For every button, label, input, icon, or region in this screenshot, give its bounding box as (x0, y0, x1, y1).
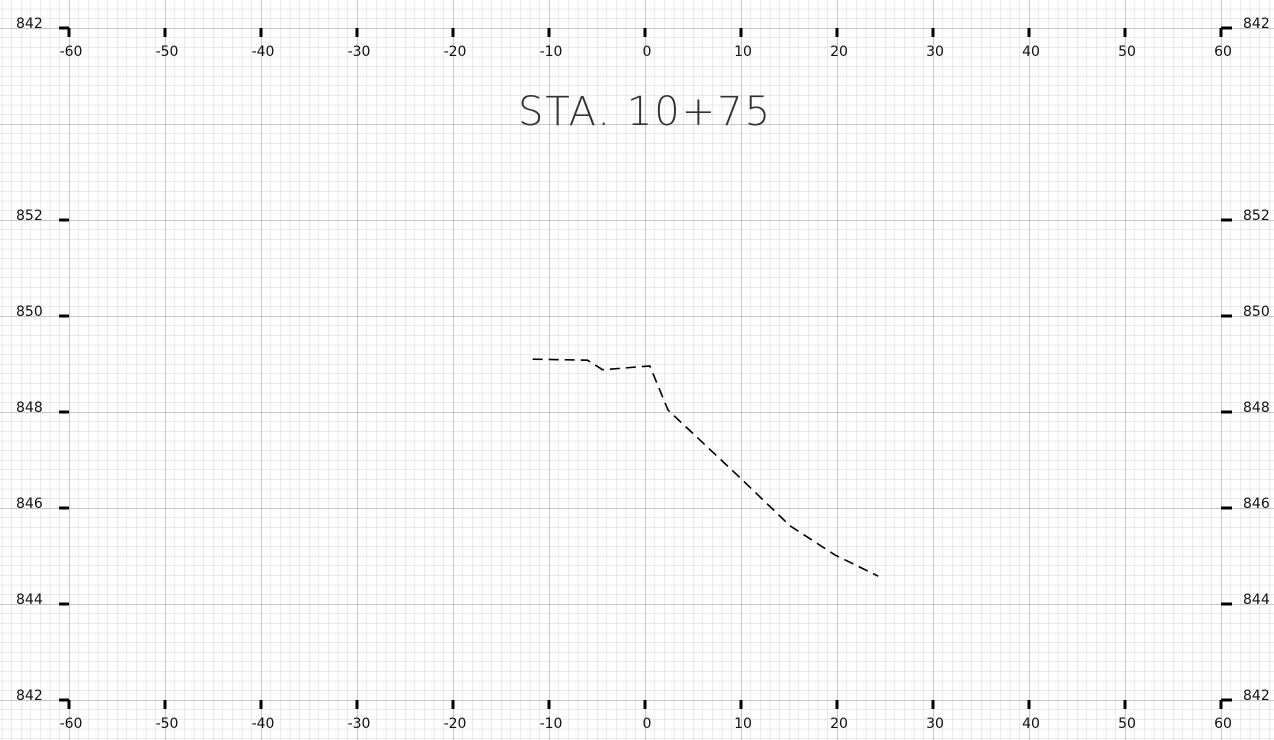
x-tick-label: -40 (252, 716, 275, 732)
y-tick-label: 850 (16, 304, 43, 320)
x-tick-label: 60 (1214, 716, 1232, 732)
x-tick-label: 0 (643, 716, 652, 732)
x-tick-label: -10 (540, 716, 563, 732)
y-tick-label: 842 (1243, 688, 1270, 704)
x-tick-label: 40 (1022, 44, 1040, 60)
y-tick-label: 842 (16, 688, 43, 704)
x-tick-label: -50 (156, 44, 179, 60)
x-tick-label: -60 (60, 44, 83, 60)
x-tick-label: 10 (734, 716, 752, 732)
y-tick-label: 848 (1243, 400, 1270, 416)
x-tick-label: 30 (926, 44, 944, 60)
x-tick-label: -20 (444, 44, 467, 60)
x-tick-label: 40 (1022, 716, 1040, 732)
y-tick-label: 846 (16, 496, 43, 512)
x-tick-label: 50 (1118, 716, 1136, 732)
x-tick-label: -30 (348, 716, 371, 732)
y-tick-label: 848 (16, 400, 43, 416)
x-tick-label: -40 (252, 44, 275, 60)
y-tick-label: 844 (1243, 592, 1270, 608)
y-tick-label: 852 (16, 208, 43, 224)
x-tick-label: -60 (60, 716, 83, 732)
x-tick-label: -10 (540, 44, 563, 60)
x-tick-label: 30 (926, 716, 944, 732)
y-tick-label: 842 (16, 16, 43, 32)
x-tick-label: -30 (348, 44, 371, 60)
y-tick-label: 852 (1243, 208, 1270, 224)
x-tick-label: -20 (444, 716, 467, 732)
x-tick-label: 10 (734, 44, 752, 60)
x-tick-label: 0 (643, 44, 652, 60)
x-tick-label: 60 (1214, 44, 1232, 60)
y-tick-label: 846 (1243, 496, 1270, 512)
y-tick-label: 842 (1243, 16, 1270, 32)
y-tick-label: 850 (1243, 304, 1270, 320)
x-tick-label: 20 (830, 716, 848, 732)
x-tick-label: 50 (1118, 44, 1136, 60)
y-tick-label: 844 (16, 592, 43, 608)
x-tick-label: 20 (830, 44, 848, 60)
x-tick-label: -50 (156, 716, 179, 732)
chart-title: STA. 10+75 (518, 89, 772, 135)
